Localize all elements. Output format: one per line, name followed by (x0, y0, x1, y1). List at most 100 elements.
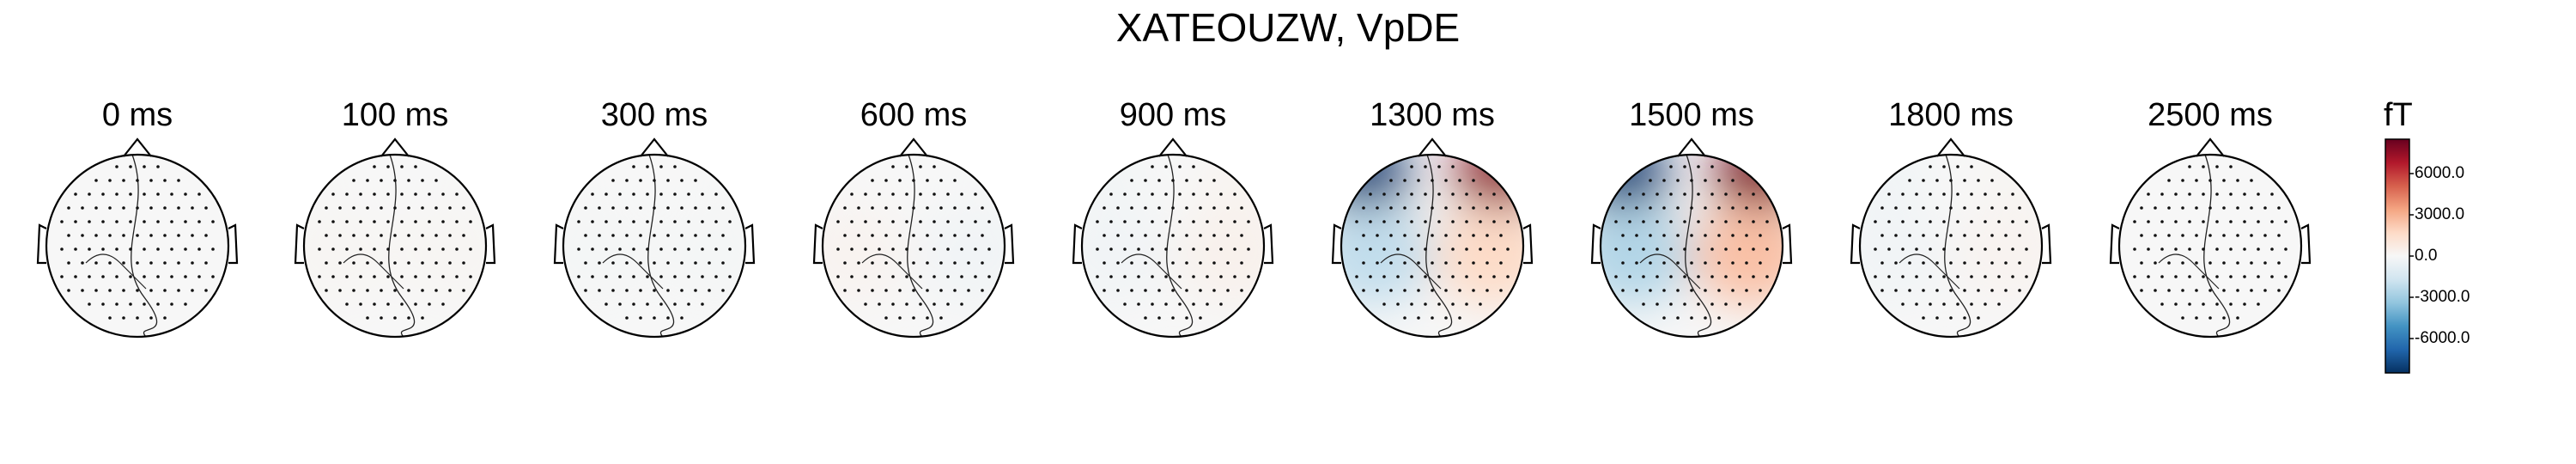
head-outline (45, 153, 230, 339)
left-ear (1850, 223, 1861, 265)
field-region (1951, 203, 2042, 306)
nose (2196, 137, 2225, 157)
head-outline (1858, 153, 2044, 339)
colorbar-unit: fT (2384, 97, 2413, 133)
left-ear (812, 223, 823, 265)
right-ear (1263, 223, 1274, 265)
contour-line (1639, 253, 1701, 290)
head-outline (2117, 153, 2303, 339)
contour-line (1121, 253, 1182, 290)
zero-contour (131, 155, 158, 337)
field-region (1173, 203, 1264, 306)
field-region (563, 203, 654, 306)
nose (899, 137, 928, 157)
topomap (812, 137, 1015, 339)
colorbar (2385, 138, 2414, 374)
topomap (36, 137, 239, 339)
right-ear (1782, 223, 1793, 265)
time-label: 2500 ms (2148, 97, 2273, 133)
left-ear (1590, 223, 1601, 265)
contour-line (1380, 253, 1442, 290)
contour-line (1899, 253, 1960, 290)
figure-title: XATEOUZW, VpDE (1115, 5, 1461, 50)
nose (1936, 137, 1965, 157)
time-label: 0 ms (101, 97, 173, 133)
field-region (914, 203, 1005, 306)
head-outline (1340, 153, 1525, 339)
topomap (1850, 137, 2052, 339)
topomap (2109, 137, 2312, 339)
zero-contour (1944, 155, 1971, 337)
colorbar-tick-label: 0.0 (2415, 247, 2438, 265)
topomap (1331, 137, 1534, 339)
sensor-dots (836, 165, 991, 320)
sensor-dots (1614, 165, 1769, 320)
left-ear (1072, 223, 1083, 265)
sensor-dots (1355, 165, 1510, 320)
sensor-dots (1096, 165, 1250, 320)
time-label: 1500 ms (1629, 97, 1754, 133)
sensor-dots (318, 165, 472, 320)
zero-contour (647, 155, 675, 337)
head-outline (1599, 153, 1784, 339)
nose (123, 137, 152, 157)
nose (1677, 137, 1706, 157)
topomap (553, 137, 756, 339)
head-outline (821, 153, 1006, 339)
contour-line (85, 253, 147, 290)
head-outline (1080, 153, 1266, 339)
field-region (137, 203, 228, 306)
time-label: 1800 ms (1888, 97, 2014, 133)
time-label: 900 ms (1119, 97, 1227, 133)
field-region (304, 203, 395, 306)
nose (1158, 137, 1188, 157)
right-ear (228, 223, 239, 265)
field-region (1341, 203, 1432, 306)
field-region (654, 203, 745, 306)
sensor-dots (1874, 165, 2028, 320)
zero-contour (2203, 155, 2231, 337)
left-ear (36, 223, 47, 265)
colorbar-tick-label: -3000.0 (2415, 288, 2470, 306)
time-label: 1300 ms (1370, 97, 1495, 133)
right-ear (744, 223, 756, 265)
colorbar-tick-label: 6000.0 (2415, 164, 2465, 182)
right-ear (1004, 223, 1015, 265)
topomap (1590, 137, 1793, 339)
field-region (2119, 203, 2210, 306)
field-region (46, 203, 137, 306)
contour-line (2158, 253, 2220, 290)
colorbar-tick-label: 3000.0 (2415, 205, 2465, 223)
right-ear (2041, 223, 2052, 265)
left-ear (1331, 223, 1342, 265)
zero-contour (907, 155, 934, 337)
left-ear (2109, 223, 2120, 265)
field-region (1860, 203, 1951, 306)
contour-line (343, 253, 404, 290)
sensor-dots (577, 165, 732, 320)
left-ear (553, 223, 564, 265)
field-region (2210, 203, 2301, 306)
left-ear (294, 223, 305, 265)
right-ear (1522, 223, 1534, 265)
sensor-dots (60, 165, 215, 320)
nose (1418, 137, 1447, 157)
field-region (1601, 203, 1692, 306)
nose (380, 137, 410, 157)
sensor-dots (2133, 165, 2287, 320)
head-outline (302, 153, 488, 339)
zero-contour (1166, 155, 1194, 337)
head-outline (562, 153, 747, 339)
field-region (395, 203, 486, 306)
right-ear (485, 223, 496, 265)
field-region (1432, 203, 1523, 306)
zero-contour (1425, 155, 1453, 337)
contour-line (861, 253, 923, 290)
colorbar-tick-label: -6000.0 (2415, 329, 2470, 347)
nose (640, 137, 669, 157)
time-label: 600 ms (860, 97, 968, 133)
zero-contour (1685, 155, 1712, 337)
colorbar-gradient (2385, 138, 2410, 374)
topomap (1072, 137, 1274, 339)
right-ear (2300, 223, 2312, 265)
